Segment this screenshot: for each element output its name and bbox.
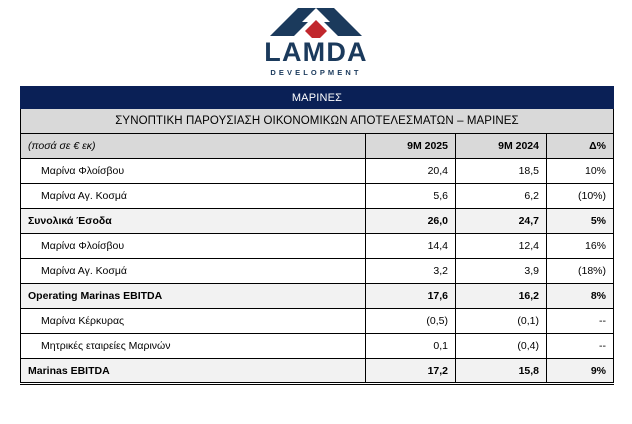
row-value-delta: 10% [546, 158, 614, 184]
table-title: ΜΑΡΙΝΕΣ [20, 86, 614, 109]
row-value-delta: 9% [546, 358, 614, 385]
row-value-9m-2025: 3,2 [365, 258, 456, 284]
lamda-wordmark: LAMDA [264, 37, 368, 67]
row-value-9m-2025: 14,4 [365, 233, 456, 259]
row-value-9m-2024: 16,2 [455, 283, 547, 309]
row-value-delta: (10%) [546, 183, 614, 209]
row-value-delta: -- [546, 333, 614, 359]
row-value-9m-2024: 15,8 [455, 358, 547, 385]
row-value-9m-2025: 0,1 [365, 333, 456, 359]
row-value-9m-2024: (0,1) [455, 308, 547, 334]
row-value-9m-2024: 12,4 [455, 233, 547, 259]
table-row-total: Operating Marinas EBITDA 17,6 16,2 8% [20, 283, 614, 309]
table-row: Μαρίνα Αγ. Κοσμά 5,6 6,2 (10%) [20, 183, 614, 209]
row-value-9m-2025: 26,0 [365, 208, 456, 234]
row-label: Συνολικά Έσοδα [20, 208, 366, 234]
row-label: Μαρίνα Φλοίσβου [20, 233, 366, 259]
column-header-row: (ποσά σε € εκ) 9M 2025 9M 2024 Δ% [20, 133, 614, 159]
row-value-9m-2025: 5,6 [365, 183, 456, 209]
table-row: Μαρίνα Φλοίσβου 20,4 18,5 10% [20, 158, 614, 184]
financial-table-container: ΜΑΡΙΝΕΣ ΣΥΝΟΠΤΙΚΗ ΠΑΡΟΥΣΙΑΣΗ ΟΙΚΟΝΟΜΙΚΩΝ… [20, 86, 614, 385]
lamda-tagline: DEVELOPMENT [270, 68, 362, 77]
table-row: Μαρίνα Αγ. Κοσμά 3,2 3,9 (18%) [20, 258, 614, 284]
row-label: Μητρικές εταιρείες Μαρινών [20, 333, 366, 359]
row-value-delta: 16% [546, 233, 614, 259]
row-label: Operating Marinas EBITDA [20, 283, 366, 309]
table-row-total: Συνολικά Έσοδα 26,0 24,7 5% [20, 208, 614, 234]
row-value-9m-2024: 18,5 [455, 158, 547, 184]
column-header-9m-2024: 9M 2024 [455, 133, 547, 159]
table-row: Μητρικές εταιρείες Μαρινών 0,1 (0,4) -- [20, 333, 614, 359]
row-value-delta: -- [546, 308, 614, 334]
row-label: Μαρίνα Αγ. Κοσμά [20, 258, 366, 284]
row-value-9m-2025: 20,4 [365, 158, 456, 184]
column-header-label: (ποσά σε € εκ) [20, 133, 366, 159]
row-value-9m-2025: 17,2 [365, 358, 456, 385]
table-subtitle-row: ΣΥΝΟΠΤΙΚΗ ΠΑΡΟΥΣΙΑΣΗ ΟΙΚΟΝΟΜΙΚΩΝ ΑΠΟΤΕΛΕ… [20, 108, 614, 134]
row-value-9m-2025: (0,5) [365, 308, 456, 334]
row-value-9m-2024: 24,7 [455, 208, 547, 234]
table-row-total: Marinas EBITDA 17,2 15,8 9% [20, 358, 614, 385]
table-row: Μαρίνα Κέρκυρας (0,5) (0,1) -- [20, 308, 614, 334]
lamda-logo: LAMDA DEVELOPMENT [0, 4, 632, 78]
row-value-9m-2024: 3,9 [455, 258, 547, 284]
row-label: Μαρίνα Φλοίσβου [20, 158, 366, 184]
row-value-9m-2024: 6,2 [455, 183, 547, 209]
row-value-9m-2024: (0,4) [455, 333, 547, 359]
row-value-delta: (18%) [546, 258, 614, 284]
row-value-delta: 5% [546, 208, 614, 234]
table-title-row: ΜΑΡΙΝΕΣ [20, 86, 614, 109]
column-header-9m-2025: 9M 2025 [365, 133, 456, 159]
lamda-logo-mark-icon [270, 4, 362, 38]
row-value-delta: 8% [546, 283, 614, 309]
row-label: Marinas EBITDA [20, 358, 366, 385]
table-subtitle: ΣΥΝΟΠΤΙΚΗ ΠΑΡΟΥΣΙΑΣΗ ΟΙΚΟΝΟΜΙΚΩΝ ΑΠΟΤΕΛΕ… [20, 108, 614, 134]
marinas-financial-table: ΜΑΡΙΝΕΣ ΣΥΝΟΠΤΙΚΗ ΠΑΡΟΥΣΙΑΣΗ ΟΙΚΟΝΟΜΙΚΩΝ… [20, 86, 614, 385]
table-row: Μαρίνα Φλοίσβου 14,4 12,4 16% [20, 233, 614, 259]
row-value-9m-2025: 17,6 [365, 283, 456, 309]
row-label: Μαρίνα Κέρκυρας [20, 308, 366, 334]
column-header-delta: Δ% [546, 133, 614, 159]
row-label: Μαρίνα Αγ. Κοσμά [20, 183, 366, 209]
